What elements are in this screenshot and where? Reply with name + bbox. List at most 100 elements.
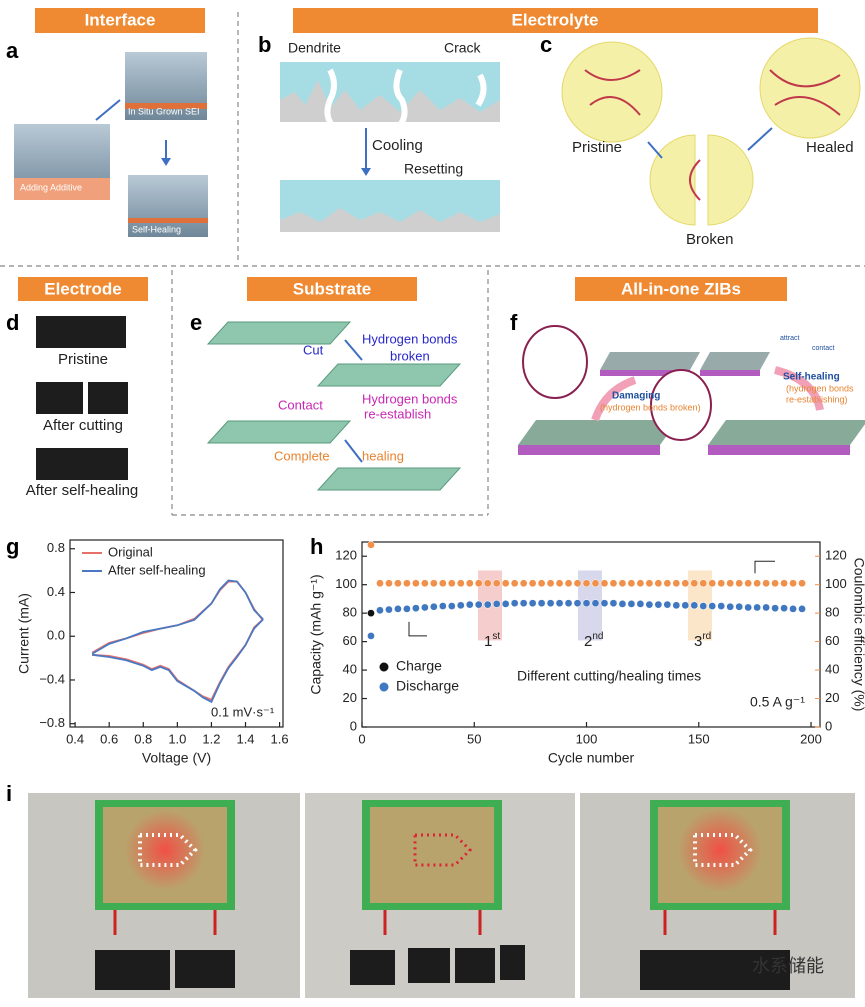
y-tick-label: 20: [343, 690, 357, 705]
data-point: [699, 602, 708, 610]
data-point: [438, 602, 447, 610]
data-point: [385, 579, 393, 588]
data-point: [492, 579, 501, 588]
data-point: [663, 600, 672, 609]
data-point: [582, 599, 591, 608]
label: Crack: [444, 40, 482, 56]
data-point: [591, 579, 600, 588]
data-point: [537, 599, 546, 608]
annotation: Different cutting/healing times: [517, 668, 701, 684]
data-point: [717, 602, 726, 610]
y2-axis-label: Coulombic efficiency (%): [851, 558, 865, 712]
y2-tick-label: 120: [825, 548, 847, 563]
data-point: [447, 579, 456, 588]
panel-letter: c: [540, 32, 552, 57]
data-point: [573, 579, 582, 588]
data-point: [771, 579, 779, 588]
label: After cutting: [43, 417, 123, 434]
data-point: [367, 609, 375, 618]
data-point: [654, 579, 663, 588]
data-point: [403, 579, 411, 588]
x-tick-label: 1.2: [202, 731, 220, 746]
label: Pristine: [58, 351, 108, 368]
data-point: [672, 601, 681, 610]
cycle-sup: st: [492, 631, 500, 642]
y2-tick-label: 20: [825, 690, 839, 705]
data-point: [546, 579, 555, 588]
data-point: [483, 600, 492, 609]
data-point: [447, 602, 456, 610]
y-tick-label: −0.4: [39, 671, 65, 686]
label: In Situ Grown SEI: [128, 106, 200, 116]
data-point: [645, 579, 654, 588]
data-point: [376, 606, 384, 615]
label: attract: [780, 335, 800, 342]
label: Damaging: [612, 391, 660, 402]
label: Broken: [686, 231, 734, 248]
label: Resetting: [404, 161, 463, 177]
x-tick-label: 50: [467, 731, 481, 746]
data-point: [618, 579, 627, 588]
label: re-establishing): [786, 394, 848, 404]
data-point: [636, 600, 645, 608]
cycle-label: 3rd: [694, 631, 711, 650]
data-point: [798, 605, 806, 613]
header: Electrolyte: [512, 10, 599, 29]
x-tick-label: 0: [358, 731, 365, 746]
x-tick-label: 1.6: [271, 731, 289, 746]
annotation: 0.1 mV·s⁻¹: [211, 704, 275, 719]
cycle-num: 3: [694, 633, 702, 650]
watermark: 水系储能: [752, 956, 824, 977]
data-point: [708, 579, 717, 588]
data-point: [618, 600, 627, 608]
data-point: [429, 579, 438, 588]
y2-tick-label: 0: [825, 718, 832, 733]
data-point: [699, 579, 708, 588]
data-point: [510, 579, 519, 588]
data-point: [465, 579, 474, 588]
data-point: [492, 600, 501, 608]
cycle-sup: nd: [592, 631, 603, 642]
y-tick-label: 120: [335, 548, 357, 563]
x-tick-label: 100: [576, 731, 598, 746]
data-point: [438, 579, 447, 588]
data-point: [753, 603, 761, 612]
label: Hydrogen bonds: [362, 391, 458, 406]
data-point: [519, 599, 528, 608]
data-point: [537, 579, 546, 588]
data-point: [627, 579, 636, 588]
label: Cut: [303, 342, 324, 357]
y2-tick-label: 80: [825, 605, 839, 620]
cv-line: [91, 579, 264, 704]
y-tick-label: 80: [343, 605, 357, 620]
header: Electrode: [44, 279, 121, 298]
panel-d: [36, 316, 128, 480]
panel-letter: i: [6, 781, 12, 806]
y2-tick-label: 100: [825, 576, 847, 591]
panel-letter: d: [6, 310, 19, 335]
x-tick-label: 1.0: [168, 731, 186, 746]
panel-e: [206, 321, 462, 491]
panel-letter: a: [6, 38, 19, 63]
label: broken: [390, 348, 430, 363]
header-bar: [247, 277, 417, 301]
y-tick-label: 0.4: [47, 584, 65, 599]
data-point: [555, 599, 564, 608]
data-point: [501, 600, 510, 608]
plot-frame: [69, 539, 284, 728]
cycle-sup: rd: [702, 631, 711, 642]
panel-letter: b: [258, 32, 271, 57]
header-bar: [293, 8, 818, 33]
data-point: [762, 603, 770, 612]
data-point: [672, 579, 681, 588]
data-point: [591, 599, 600, 608]
data-point: [519, 579, 528, 588]
x-tick-label: 0.6: [100, 731, 118, 746]
cycle-num: 1: [484, 633, 492, 650]
data-point: [483, 579, 492, 588]
data-point: [681, 579, 690, 588]
data-point: [609, 599, 618, 608]
legend-label: Original: [108, 544, 153, 559]
y-axis-label: Current (mA): [16, 593, 32, 674]
cycle-label: 1st: [484, 631, 500, 650]
